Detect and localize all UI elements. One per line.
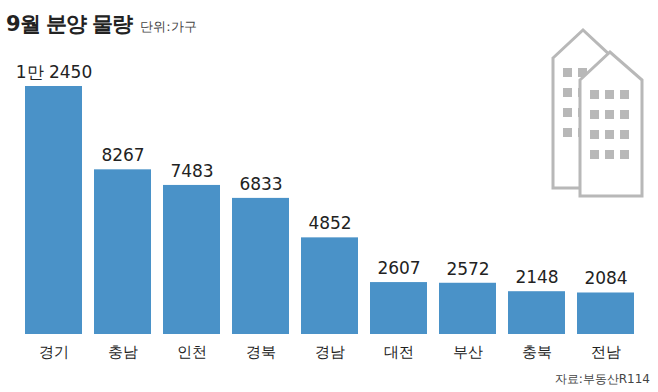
svg-text:전남: 전남 <box>591 343 621 361</box>
html-text:9월 분양 물량 단위:가구: 9월 분양 물량 단위:가구 <box>6 12 197 36</box>
svg-text:경북: 경북 <box>246 343 276 361</box>
svg-text:부산: 부산 <box>453 343 483 361</box>
svg-text:충북: 충북 <box>522 343 552 361</box>
html-text:자료:부동산R114: 자료:부동산R114 <box>554 372 650 386</box>
svg-text:2084: 2084 <box>584 268 627 288</box>
svg-text:경기: 경기 <box>39 343 69 361</box>
svg-text:2572: 2572 <box>446 259 489 279</box>
svg-text:경남: 경남 <box>315 343 345 361</box>
svg-text:대전: 대전 <box>384 343 414 361</box>
svg-text:2607: 2607 <box>377 258 420 278</box>
svg-text:4852: 4852 <box>308 213 351 233</box>
svg-text:인천: 인천 <box>177 343 207 361</box>
svg-text:6833: 6833 <box>239 174 282 194</box>
svg-text:1만 2450: 1만 2450 <box>16 62 92 82</box>
svg-text:2148: 2148 <box>515 267 558 287</box>
svg-text:8267: 8267 <box>101 145 144 165</box>
svg-text:7483: 7483 <box>170 161 213 181</box>
svg-text:충남: 충남 <box>108 343 138 361</box>
